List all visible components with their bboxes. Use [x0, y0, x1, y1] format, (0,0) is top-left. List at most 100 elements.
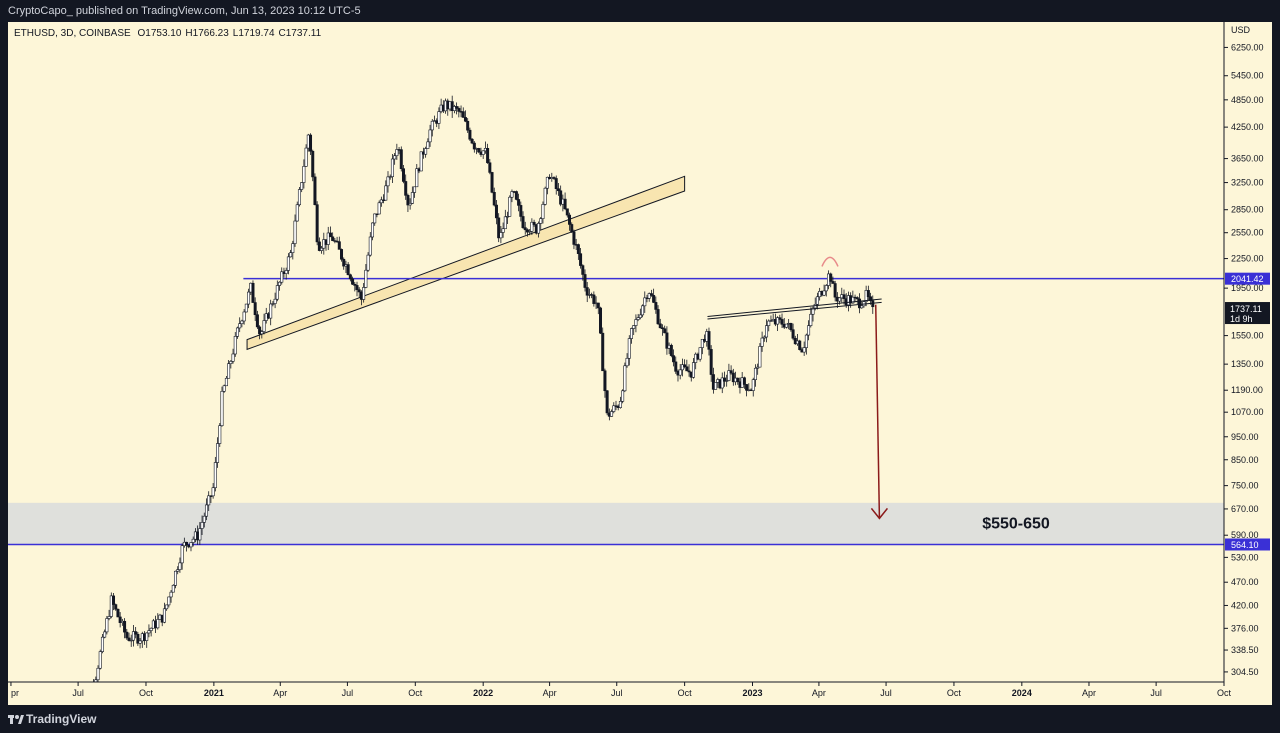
candle-body [809, 313, 813, 326]
time-tick-label: 2022 [473, 688, 493, 698]
price-tick-label: 304.50 [1231, 667, 1259, 677]
candle-body [824, 285, 828, 292]
support-zone [8, 502, 1224, 545]
candle-body [136, 633, 140, 644]
target-arrow-line[interactable] [874, 304, 881, 519]
price-tick-label: 1350.00 [1231, 359, 1264, 369]
candle-body [663, 328, 667, 334]
candle-body [649, 293, 653, 296]
candle-body [833, 283, 837, 298]
candle-body [678, 369, 682, 376]
level-price-label: 564.10 [1231, 540, 1259, 550]
candle-body [815, 296, 819, 305]
candle-body [289, 252, 293, 258]
candle-body [539, 218, 543, 224]
candle-body [204, 504, 208, 517]
currency-label: USD [1231, 25, 1251, 35]
candle-body [756, 366, 760, 369]
candle-body [258, 326, 262, 335]
high-value: H1766.23 [185, 28, 229, 39]
candle-body [510, 191, 514, 198]
candle-body [262, 320, 266, 332]
countdown-label: 1d 9h [1230, 314, 1253, 324]
candle-body [351, 278, 355, 285]
candle-body [455, 106, 459, 109]
candle-body [596, 302, 600, 309]
wedge-lower-line[interactable] [707, 301, 882, 320]
price-tick-label: 750.00 [1231, 481, 1259, 491]
candle-body [207, 495, 211, 506]
candle-body [765, 325, 769, 338]
candle-body [860, 305, 864, 309]
price-tick-label: 670.00 [1231, 504, 1259, 514]
candle-body [501, 228, 505, 233]
candle-body [807, 325, 811, 336]
candle-body [169, 591, 173, 598]
candle-body [220, 390, 224, 426]
time-axis-panel [8, 682, 1224, 705]
candle-body [709, 349, 713, 375]
last-price-badge [1225, 302, 1270, 325]
candle-body [636, 317, 640, 320]
candle-body [331, 236, 335, 241]
candle-body [556, 188, 560, 192]
candle-body [131, 631, 135, 641]
candle-body [326, 232, 330, 245]
candle-body [320, 247, 324, 251]
candle-body [618, 401, 622, 408]
tradingview-brand[interactable]: TradingView [26, 712, 97, 726]
candle-body [753, 367, 757, 380]
candle-body [559, 190, 563, 205]
candle-body [632, 325, 636, 329]
candle-body [497, 217, 501, 239]
candle-body [340, 249, 344, 260]
candle-body [612, 405, 616, 412]
candle-body [857, 298, 861, 309]
price-tick-label: 1190.00 [1231, 385, 1263, 395]
candle-body [641, 305, 645, 316]
candle-body [118, 616, 122, 623]
candle-body [669, 344, 673, 356]
candle-body [366, 254, 370, 271]
price-tick-label: 4850.00 [1231, 95, 1264, 105]
candle-body [736, 377, 740, 383]
time-tick-label: Oct [1217, 688, 1232, 698]
candle-body [291, 243, 295, 253]
candle-body [532, 221, 536, 225]
price-tick-label: 376.00 [1231, 623, 1259, 633]
chart-frame[interactable]: $550-650 USD 6250.00 5450.00 4850.00 4250.00 3… [8, 22, 1272, 705]
candle-body [229, 361, 233, 364]
candle-body [592, 294, 596, 304]
candle-body [603, 370, 607, 392]
candle-body [271, 303, 275, 305]
price-tick-label: 1550.00 [1231, 331, 1264, 341]
candle-body [530, 221, 534, 232]
candle-body [652, 295, 656, 303]
candle-body [304, 147, 308, 167]
candle-body [658, 323, 662, 329]
candle-body [395, 149, 399, 157]
candle-body [100, 636, 104, 652]
candle-body [760, 337, 764, 347]
candle-body [711, 374, 715, 390]
candle-body [647, 293, 651, 299]
candle-body [791, 329, 795, 339]
candle-body [492, 192, 496, 206]
candle-body [623, 365, 627, 392]
candle-body [457, 108, 461, 112]
candle-body [687, 370, 691, 373]
price-tick-label: 2550.00 [1231, 228, 1264, 238]
candle-body [364, 269, 368, 288]
wedge-upper-line[interactable] [707, 298, 882, 317]
candle-body [222, 385, 226, 392]
price-chart[interactable]: $550-650 USD 6250.00 5450.00 4850.00 4250.00 3… [8, 22, 1272, 705]
candle-body [114, 604, 118, 610]
candle-body [311, 150, 315, 178]
top-marker-arc [821, 256, 839, 267]
candle-body [829, 273, 833, 282]
candle-body [355, 285, 359, 291]
candle-body [388, 176, 392, 178]
candle-body [180, 545, 184, 564]
candle-body [811, 307, 815, 315]
candle-body [517, 199, 521, 206]
